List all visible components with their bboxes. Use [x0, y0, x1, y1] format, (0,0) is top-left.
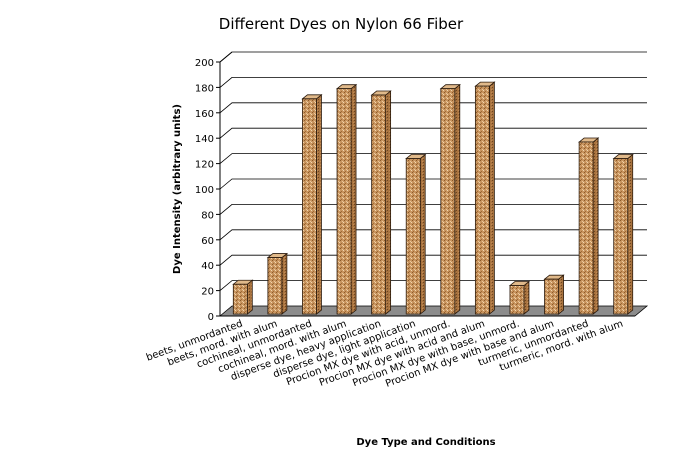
y-tick-label: 100 [195, 185, 214, 196]
gridline [219, 229, 647, 241]
gridline [219, 203, 647, 215]
bar [474, 85, 490, 315]
gridline [219, 102, 647, 114]
bar-side [592, 137, 599, 315]
bar [336, 88, 352, 315]
gridline [219, 280, 647, 291]
y-axis-title: Dye Intensity (arbitrary units) [172, 104, 183, 274]
bar-side [454, 83, 461, 315]
bar-side [385, 90, 392, 315]
gridline [219, 127, 647, 139]
bar-side [558, 274, 564, 315]
bar [440, 88, 456, 315]
bar-side [350, 83, 357, 315]
gridline [219, 254, 647, 266]
y-tick-label: 60 [201, 236, 214, 247]
gridline [219, 178, 647, 190]
y-tick-label: 180 [195, 83, 214, 94]
bar-side [281, 252, 288, 315]
y-tick-label: 20 [201, 287, 214, 298]
bar-side [627, 153, 634, 315]
bar [267, 257, 283, 315]
y-tick-label: 160 [195, 109, 214, 120]
y-tick-label: 140 [195, 134, 214, 145]
y-tick-label: 200 [195, 58, 214, 69]
bar [232, 283, 248, 315]
bar [544, 278, 559, 315]
bar [578, 141, 594, 315]
y-tick-label: 0 [208, 312, 214, 323]
bar-side [419, 153, 426, 315]
x-axis-title: Dye Type and Conditions [356, 437, 495, 448]
chart-title: Different Dyes on Nylon 66 Fiber [219, 15, 464, 33]
bar-side [246, 279, 253, 315]
bar [405, 158, 421, 315]
gridline [219, 77, 647, 88]
bar [371, 94, 387, 315]
bar-side [316, 93, 322, 315]
y-tick-label: 120 [195, 160, 214, 171]
bar [613, 158, 629, 315]
bar [509, 285, 525, 315]
gridline [219, 51, 647, 63]
y-tick-label: 40 [201, 261, 214, 272]
bar-side [488, 81, 495, 315]
y-tick-label: 80 [201, 210, 214, 221]
bar-side [523, 280, 530, 315]
gridline [219, 153, 647, 164]
bar [302, 98, 317, 315]
